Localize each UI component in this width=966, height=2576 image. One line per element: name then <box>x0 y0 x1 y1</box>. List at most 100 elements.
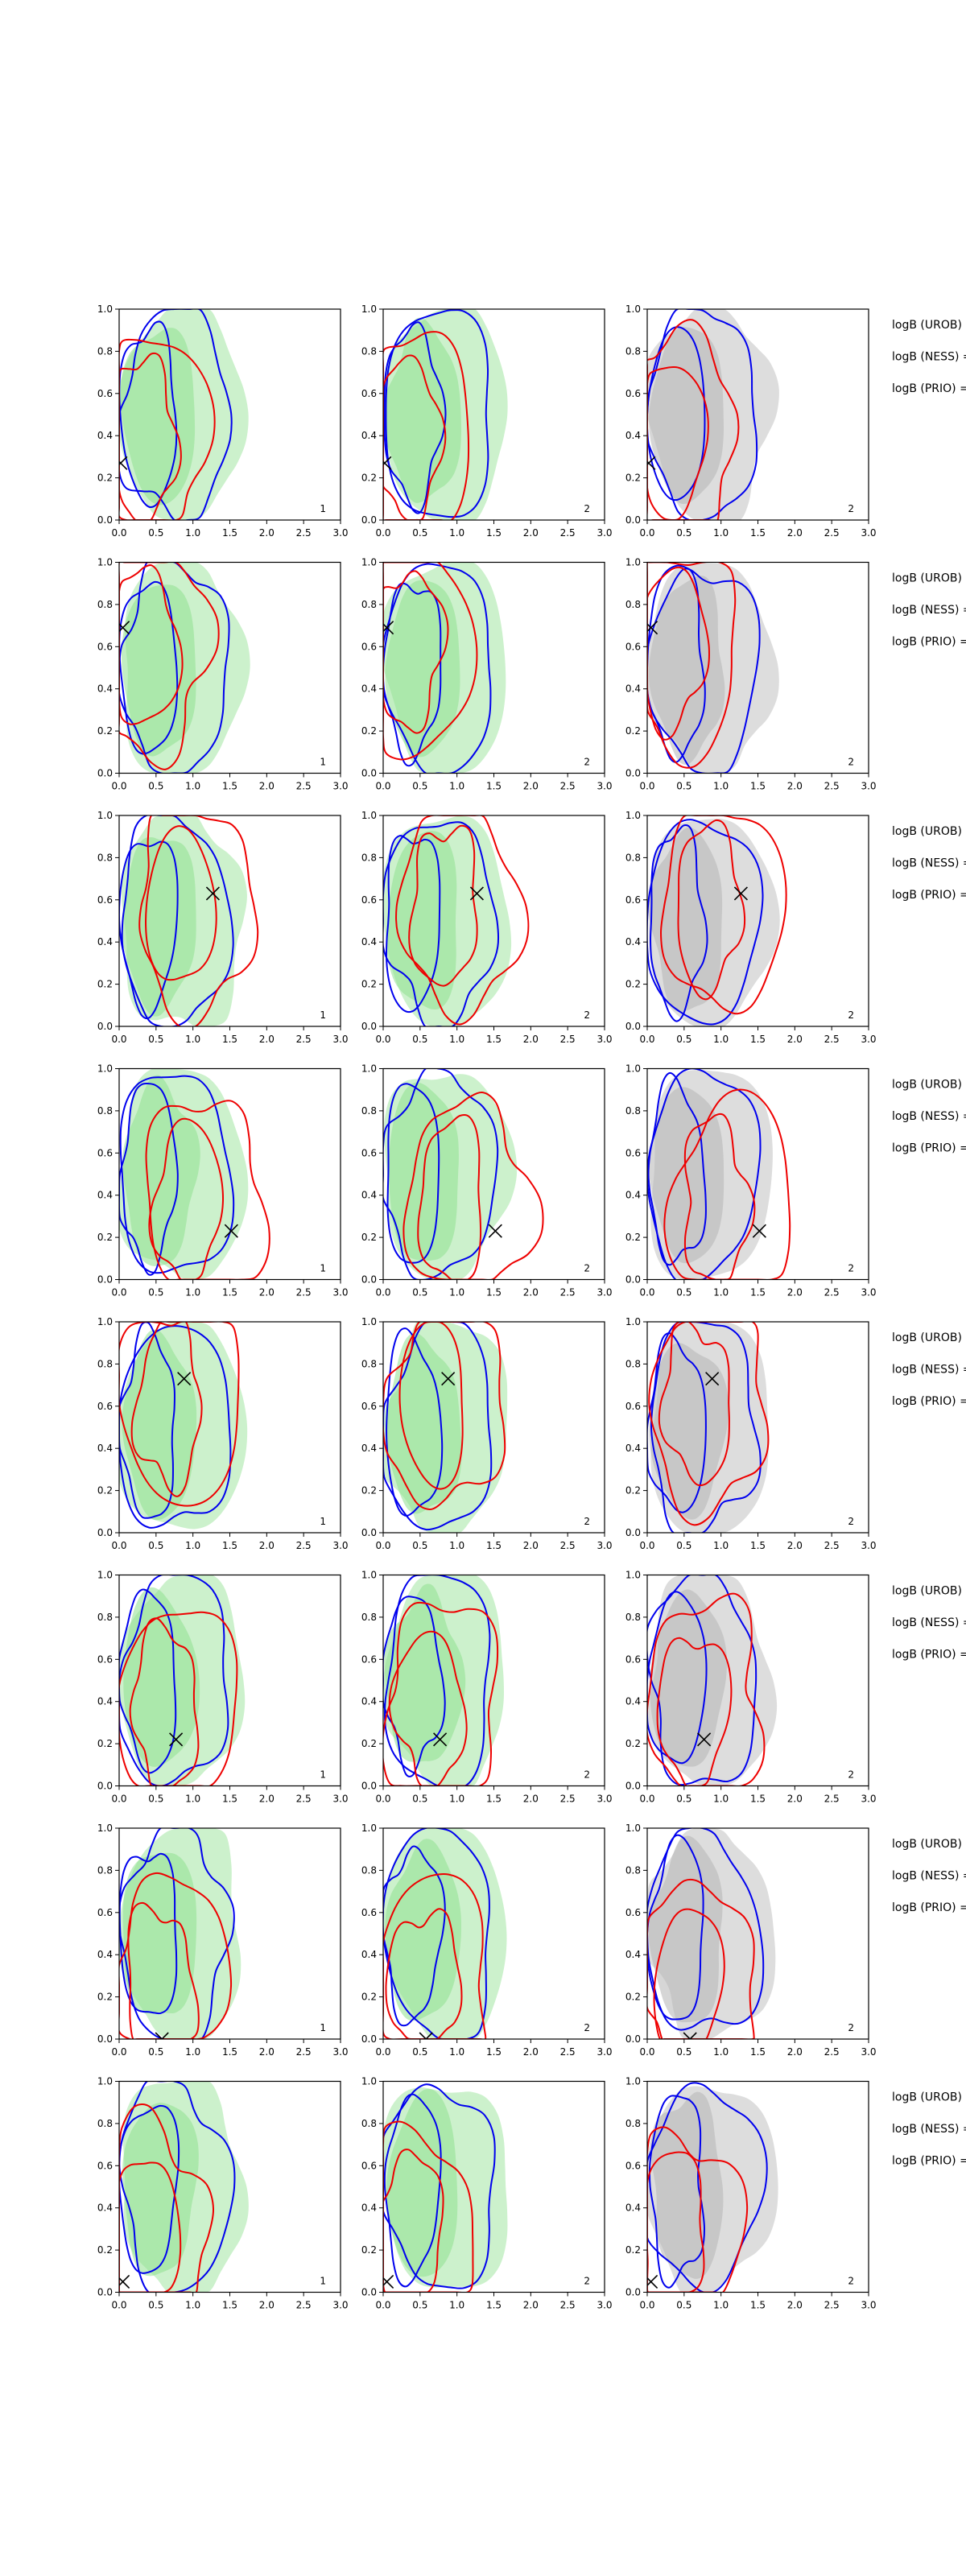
panel-label: 2 <box>848 1516 854 1527</box>
y-tick-label: 1.0 <box>625 557 641 568</box>
density-fill-inner <box>385 580 460 758</box>
y-tick-label: 0.6 <box>361 1401 377 1412</box>
x-tick-label: 2.0 <box>787 1034 803 1045</box>
y-tick-label: 0.8 <box>97 1358 113 1369</box>
red-contour-outer <box>395 815 530 1026</box>
x-tick-label: 1.0 <box>449 1540 464 1551</box>
y-tick-label: 0.2 <box>625 1738 641 1749</box>
panel-r2-c1: 0.0 0.5 1.0 1.5 2.0 2.5 3.0 0.0 0.2 0.4 0.6 0.8 1.0 1 <box>97 557 349 792</box>
red-contour-outer <box>647 2126 749 2293</box>
plot-area <box>383 1068 544 1280</box>
x-tick-label: 2.5 <box>296 527 312 539</box>
x-tick-label: 1.0 <box>185 2300 200 2311</box>
plot-area <box>383 562 506 774</box>
red-contour-outer <box>659 815 787 1015</box>
red-contour-inner <box>129 1617 200 1786</box>
y-tick-label: 0.2 <box>97 1738 113 1749</box>
logB-label: logB (UROB) = <box>892 572 966 585</box>
panel-label: 1 <box>320 1009 326 1021</box>
y-tick-label: 0.4 <box>625 1190 641 1201</box>
panel-label: 2 <box>584 1769 590 1781</box>
x-tick-label: 2.5 <box>824 1540 840 1551</box>
y-tick-label: 0.0 <box>625 1021 641 1032</box>
blue-contour-inner <box>647 326 706 502</box>
x-tick-label: 2.5 <box>296 2046 312 2058</box>
x-tick-label: 2.0 <box>259 1794 275 1805</box>
red-contour-inner <box>383 2149 444 2293</box>
x-tick-label: 1.0 <box>713 527 729 539</box>
x-tick-label: 0.5 <box>676 1540 691 1551</box>
panel-r7-c3: 0.0 0.5 1.0 1.5 2.0 2.5 3.0 0.0 0.2 0.4 0.6 0.8 1.0 2 <box>625 1823 877 2058</box>
y-tick-label: 0.4 <box>361 1443 377 1454</box>
true-value-marker <box>155 2032 169 2039</box>
x-tick-label: 2.5 <box>824 1034 840 1045</box>
density-fill-inner <box>384 1583 466 1762</box>
blue-contour-inner <box>119 1082 179 1276</box>
red-contour-outer <box>119 2103 215 2293</box>
red-contour-inner <box>119 564 184 725</box>
red-contour-outer <box>383 1322 506 1510</box>
blue-contour-inner <box>119 1322 175 1519</box>
y-tick-label: 0.4 <box>625 936 641 947</box>
red-contour-outer <box>119 1322 240 1507</box>
x-tick-label: 0.5 <box>412 781 427 792</box>
red-contour-outer <box>647 1592 766 1786</box>
red-contour-inner <box>383 354 447 520</box>
plot-area <box>119 1575 246 1786</box>
logB-label: logB (NESS) = <box>892 1870 966 1883</box>
true-value-marker <box>697 1732 712 1747</box>
y-tick-label: 0.8 <box>361 599 377 610</box>
blue-contour-outer <box>119 1575 229 1786</box>
plot-area <box>119 2081 249 2293</box>
x-tick-label: 2.0 <box>787 1287 803 1298</box>
x-tick-label: 1.5 <box>750 781 766 792</box>
x-tick-label: 1.0 <box>713 1794 729 1805</box>
x-tick-label: 1.5 <box>222 527 237 539</box>
x-tick-label: 2.5 <box>824 1287 840 1298</box>
x-tick-label: 1.5 <box>486 781 502 792</box>
x-tick-label: 2.5 <box>560 1287 576 1298</box>
y-tick-label: 0.0 <box>625 514 641 526</box>
x-tick-label: 1.5 <box>222 781 237 792</box>
x-tick-label: 1.0 <box>449 1287 464 1298</box>
x-tick-label: 3.0 <box>861 1540 876 1551</box>
y-tick-label: 0.6 <box>361 1907 377 1918</box>
x-tick-label: 2.0 <box>787 781 803 792</box>
x-tick-label: 0.5 <box>148 781 163 792</box>
x-tick-label: 3.0 <box>861 1287 876 1298</box>
x-tick-label: 2.0 <box>523 2046 539 2058</box>
y-tick-label: 1.0 <box>361 1570 377 1581</box>
y-tick-label: 0.0 <box>361 1527 377 1538</box>
blue-contour-inner <box>648 2095 706 2289</box>
x-tick-label: 3.0 <box>597 1794 612 1805</box>
y-tick-label: 0.4 <box>625 1443 641 1454</box>
x-tick-label: 0.5 <box>148 1287 163 1298</box>
panel-label: 1 <box>320 2276 326 2287</box>
x-tick-label: 1.5 <box>486 2300 502 2311</box>
blue-contour-outer <box>647 309 758 520</box>
plot-area <box>383 815 530 1026</box>
red-contour-inner <box>677 819 746 1001</box>
panel-r3-c1: 0.0 0.5 1.0 1.5 2.0 2.5 3.0 0.0 0.2 0.4 0.6 0.8 1.0 1 <box>97 810 349 1045</box>
x-tick-label: 3.0 <box>597 2046 612 2058</box>
plot-area <box>647 2082 778 2293</box>
y-tick-label: 1.0 <box>97 1316 113 1327</box>
panel-r8-c3: 0.0 0.5 1.0 1.5 2.0 2.5 3.0 0.0 0.2 0.4 0.6 0.8 1.0 2 <box>625 2076 877 2311</box>
x-tick-label: 3.0 <box>861 527 876 539</box>
plot-area <box>119 562 250 774</box>
x-tick-label: 0.5 <box>412 2046 427 2058</box>
y-tick-label: 0.2 <box>97 1992 113 2003</box>
x-tick-label: 2.5 <box>296 1794 312 1805</box>
red-contour-inner <box>148 1117 225 1280</box>
y-tick-label: 0.4 <box>97 1443 113 1454</box>
red-contour-outer <box>663 1088 791 1280</box>
panel-label: 2 <box>584 1263 590 1274</box>
panel-label: 2 <box>848 757 854 768</box>
x-tick-label: 3.0 <box>332 1034 348 1045</box>
y-tick-label: 0.4 <box>625 683 641 695</box>
logB-label: logB (PRIO) = <box>892 636 966 649</box>
x-tick-label: 0.5 <box>676 2046 691 2058</box>
y-tick-label: 0.0 <box>625 2033 641 2045</box>
x-tick-label: 2.0 <box>259 1540 275 1551</box>
x-tick-label: 2.5 <box>824 2300 840 2311</box>
